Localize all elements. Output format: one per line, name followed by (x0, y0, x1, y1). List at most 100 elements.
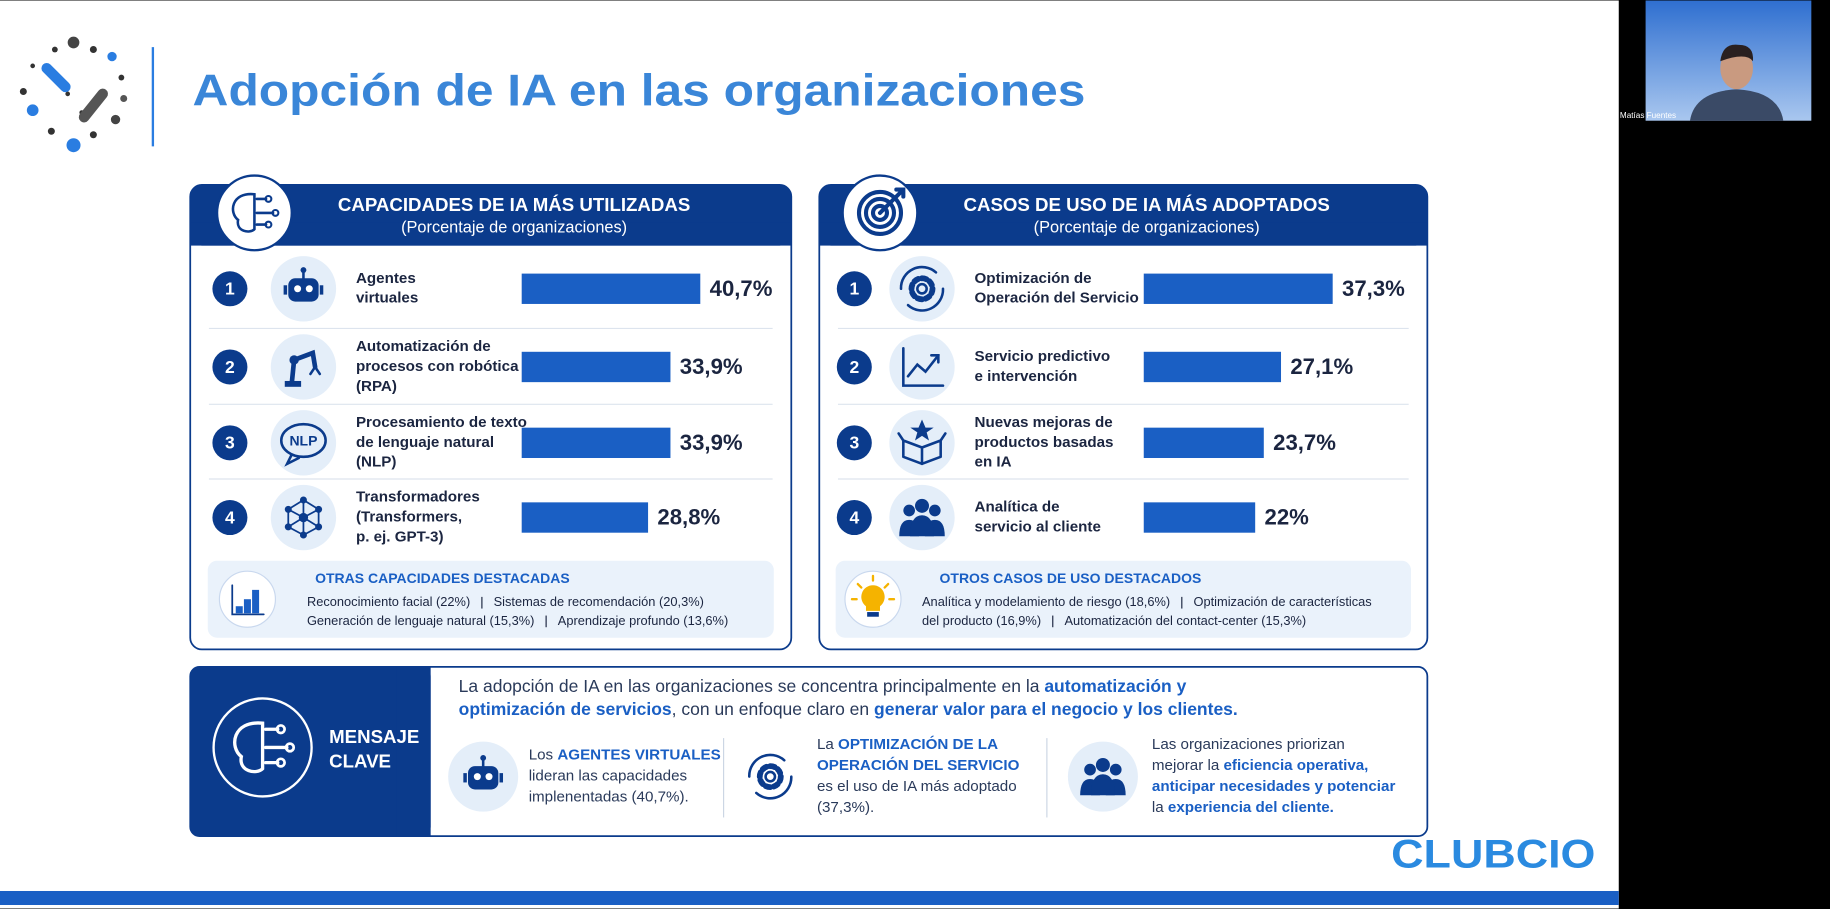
text-segment: optimización de servicios (459, 699, 672, 719)
others-item: Analítica y modelamiento de riesgo (18,6… (922, 594, 1170, 609)
icon-part (299, 496, 307, 504)
icon-part (930, 354, 940, 364)
icon (231, 192, 280, 233)
item-label: en IA (975, 454, 1012, 471)
key-point-text: la experiencia del cliente. (1152, 799, 1334, 816)
others-item: Reconocimiento facial (22%) (307, 594, 470, 609)
icon-text: NLP (289, 432, 317, 448)
icon-part (1090, 774, 1115, 796)
text-segment: , con un enfoque claro en (672, 699, 874, 719)
logo-dots (19, 36, 128, 153)
text-segment: La (817, 736, 838, 753)
others-item: Aprendizaje profundo (13,6%) (558, 613, 728, 628)
icon-part (299, 531, 307, 539)
icon-part (877, 187, 906, 215)
key-point-text: lideran las capacidades (529, 768, 688, 785)
icon-part (747, 753, 786, 778)
key-message: MENSAJE CLAVE La adopción de IA en las org… (189, 666, 1429, 838)
icon (747, 753, 793, 800)
icon-part (1095, 757, 1110, 772)
text-segment: lideran las capacidades (529, 768, 688, 785)
text-segment: la (1152, 799, 1168, 816)
text-segment: La adopción de IA en las organizaciones … (459, 675, 1045, 695)
bar (521, 427, 671, 459)
rank-number: 4 (225, 507, 235, 527)
icon-part (870, 203, 890, 222)
icon-part (231, 192, 256, 233)
icon-part (867, 612, 879, 617)
item-icon-circle (270, 410, 337, 476)
icon-part (243, 599, 251, 614)
text-segment: AGENTES VIRTUALES (557, 747, 720, 764)
icon (850, 574, 896, 617)
rank-badge (836, 500, 872, 536)
panel-title: CAPACIDADES DE IA MÁS UTILIZADAS (338, 194, 690, 215)
item-label: Analítica de (975, 499, 1060, 516)
rank-badge (836, 271, 872, 307)
icon-part (284, 742, 296, 753)
icon-part (309, 364, 322, 376)
value-label: 28,8% (657, 505, 720, 530)
rank-badge (212, 349, 248, 385)
text-segment: (37,3%). (817, 799, 874, 816)
item-label: Transformadores (356, 489, 480, 506)
icon (899, 265, 945, 312)
icon (463, 755, 504, 790)
panel-subtitle: (Porcentaje de organizaciones) (1034, 218, 1260, 236)
item-label: Automatización de (356, 338, 491, 355)
others-item: Automatización del contact-center (15,3%… (1064, 613, 1306, 628)
rank-badge (212, 500, 248, 536)
item-label: de lenguaje natural (356, 434, 494, 451)
icon (899, 498, 945, 537)
text-segment: implenentadas (40,7%). (529, 789, 689, 806)
text-segment: OPERACIÓN DEL SERVICIO (817, 756, 1020, 774)
rank-badge (212, 425, 248, 461)
bar (1143, 273, 1333, 304)
icon-part (283, 285, 288, 295)
panel-subtitle: (Porcentaje de organizaciones) (401, 218, 627, 236)
icon-part (929, 504, 941, 517)
text-segment: mejorar la (1152, 757, 1224, 774)
icon-part (856, 189, 904, 236)
item-label: productos basadas (975, 434, 1114, 451)
value-label: 37,3% (1342, 276, 1405, 301)
text-segment: Los (529, 747, 558, 764)
icon-part (315, 505, 323, 513)
text-segment: es el uso de IA más adoptado (817, 778, 1017, 795)
others-box (835, 560, 1412, 638)
rank-badge (836, 349, 872, 385)
icon-part (1109, 763, 1122, 776)
icon-part (284, 380, 302, 387)
icon-part (463, 773, 467, 783)
icon-part (903, 504, 915, 517)
value-label: 40,7% (710, 276, 773, 301)
key-icon (233, 721, 296, 774)
key-message-text: optimización de servicios, con un enfoqu… (459, 699, 1238, 719)
icon (902, 347, 945, 387)
icon-part (319, 285, 324, 295)
key-point-text: Los AGENTES VIRTUALES (529, 747, 721, 764)
icon-part (284, 523, 292, 531)
bar (521, 351, 671, 383)
slide-footer-bar (0, 890, 1619, 905)
icon-part (754, 775, 793, 800)
rank-badge (836, 425, 872, 461)
icon-part (300, 267, 307, 274)
item-label: Agentes (356, 270, 416, 287)
rank-number: 2 (225, 357, 235, 377)
key-point-text: implenentadas (40,7%). (529, 789, 689, 806)
item-label: Optimización de (975, 270, 1092, 287)
icon-part (906, 354, 940, 378)
icon-part (298, 512, 309, 523)
key-message-title: MENSAJE (329, 726, 419, 747)
rank-number: 1 (849, 279, 859, 299)
brand-logo: CLUBCIO (1391, 833, 1595, 877)
bar (521, 273, 701, 304)
item-label: Servicio predictivo (975, 348, 1111, 365)
icon-part (271, 208, 280, 217)
item-label: (RPA) (356, 378, 397, 395)
item-label: p. ej. GPT-3) (356, 528, 444, 545)
icon-part (863, 196, 897, 229)
icon-part (908, 275, 936, 303)
